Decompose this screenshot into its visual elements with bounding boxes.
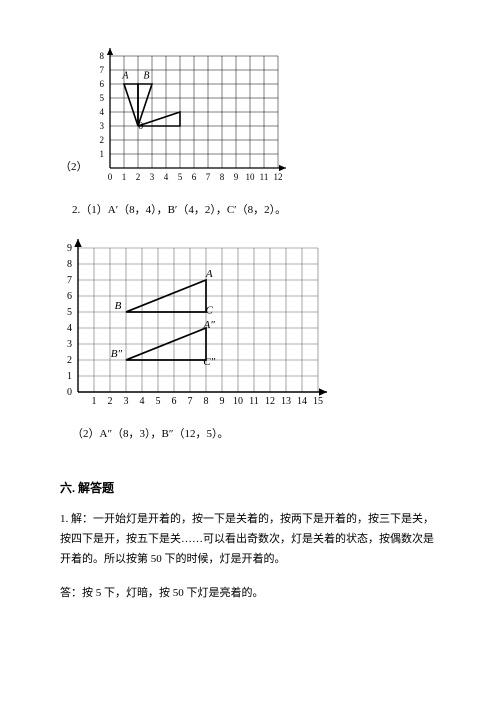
svg-text:1: 1: [99, 149, 104, 159]
svg-text:7: 7: [99, 65, 104, 75]
chart1-prefix: （2）: [60, 158, 88, 174]
svg-text:9: 9: [220, 396, 225, 407]
svg-text:5: 5: [156, 396, 161, 407]
chart2-block: 1234567891011121314150123456789ABCA″B″C″: [60, 236, 440, 408]
svg-text:12: 12: [265, 396, 275, 407]
svg-text:13: 13: [281, 396, 291, 407]
svg-text:15: 15: [313, 396, 323, 407]
q1-answer: 答：按 5 下，灯暗，按 50 下灯是亮着的。: [60, 584, 440, 604]
svg-text:3: 3: [124, 396, 129, 407]
answer2-text: （2）A″（8，3），B″（12，5）。: [72, 426, 440, 444]
svg-text:11: 11: [249, 396, 259, 407]
svg-text:4: 4: [163, 172, 168, 182]
svg-text:4: 4: [67, 323, 72, 334]
svg-text:5: 5: [67, 307, 72, 318]
chart2-grid: 1234567891011121314150123456789ABCA″B″C″: [60, 236, 332, 408]
svg-text:A: A: [205, 267, 213, 279]
svg-text:8: 8: [99, 51, 104, 61]
svg-text:0: 0: [107, 172, 112, 182]
answer1-text: 2.（1）A′（8，4），B′（4，2），C′（8，2）。: [72, 202, 440, 220]
svg-text:A″: A″: [203, 319, 216, 331]
chart1-block: （2） 012345678910111212345678AB0: [60, 44, 440, 184]
svg-text:B: B: [143, 70, 149, 81]
svg-text:B″: B″: [111, 347, 123, 359]
svg-text:8: 8: [219, 172, 224, 182]
svg-text:4: 4: [99, 107, 104, 117]
svg-text:9: 9: [67, 243, 72, 254]
svg-text:5: 5: [177, 172, 182, 182]
svg-text:6: 6: [67, 291, 72, 302]
svg-text:8: 8: [204, 396, 209, 407]
svg-text:7: 7: [67, 275, 72, 286]
svg-text:1: 1: [92, 396, 97, 407]
svg-text:7: 7: [188, 396, 193, 407]
svg-text:2: 2: [99, 135, 104, 145]
svg-text:3: 3: [99, 121, 104, 131]
svg-text:8: 8: [67, 259, 72, 270]
svg-text:3: 3: [149, 172, 154, 182]
svg-text:7: 7: [205, 172, 210, 182]
svg-text:1: 1: [121, 172, 126, 182]
svg-text:B: B: [115, 299, 122, 311]
svg-text:12: 12: [273, 172, 282, 182]
svg-text:4: 4: [140, 396, 145, 407]
svg-text:6: 6: [172, 396, 177, 407]
svg-text:6: 6: [191, 172, 196, 182]
svg-text:14: 14: [297, 396, 307, 407]
svg-text:5: 5: [99, 93, 104, 103]
svg-text:2: 2: [135, 172, 140, 182]
svg-text:9: 9: [233, 172, 238, 182]
section6-heading: 六. 解答题: [60, 479, 440, 496]
svg-text:2: 2: [67, 355, 72, 366]
svg-text:0: 0: [67, 387, 72, 398]
q1-body: 1. 解：一开始灯是开着的，按一下是关着的，按两下是开着的，按三下是关，按四下是…: [60, 510, 440, 569]
svg-text:6: 6: [99, 79, 104, 89]
svg-text:A: A: [121, 70, 129, 81]
svg-text:10: 10: [233, 396, 243, 407]
svg-text:0: 0: [138, 121, 143, 132]
svg-text:11: 11: [259, 172, 268, 182]
svg-text:3: 3: [67, 339, 72, 350]
svg-text:C″: C″: [203, 355, 215, 367]
chart1-grid: 012345678910111212345678AB0: [94, 44, 292, 184]
svg-text:C: C: [206, 304, 214, 316]
svg-text:2: 2: [108, 396, 113, 407]
svg-text:1: 1: [67, 371, 72, 382]
svg-text:10: 10: [245, 172, 255, 182]
